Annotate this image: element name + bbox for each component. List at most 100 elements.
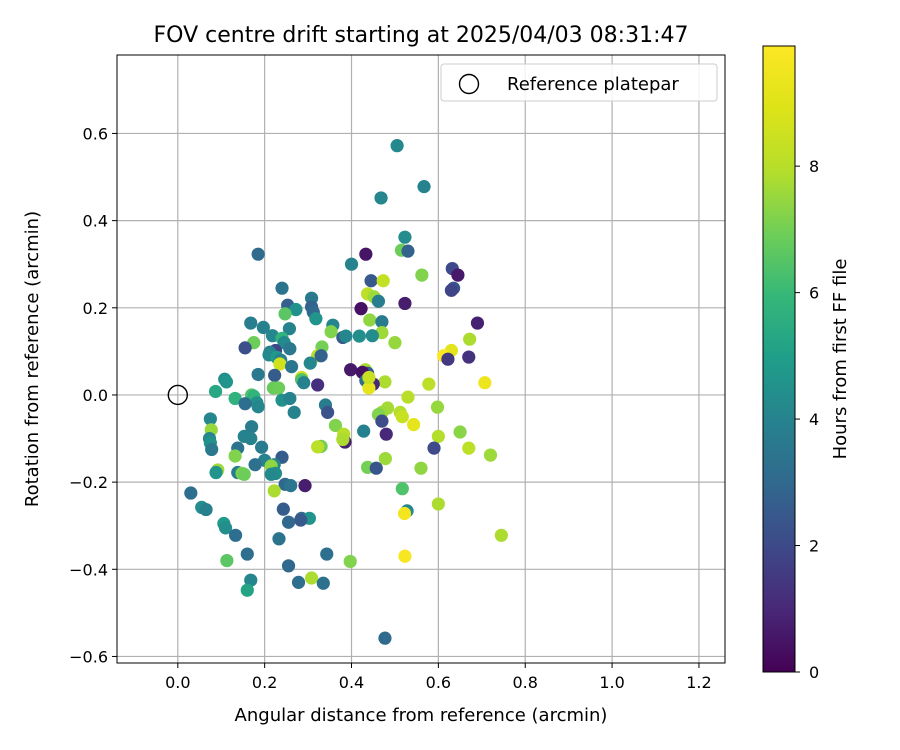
scatter-point — [379, 427, 393, 441]
scatter-point — [362, 381, 376, 395]
scatter-point — [208, 384, 223, 399]
y-tick-label: 0.4 — [83, 212, 108, 231]
scatter-point — [238, 341, 252, 355]
scatter-point — [297, 376, 311, 390]
colorbar — [762, 45, 796, 673]
scatter-point — [228, 528, 243, 542]
scatter-point — [453, 425, 467, 439]
scatter-point — [374, 191, 388, 205]
scatter-point — [245, 420, 259, 434]
x-tick-label: 0.6 — [426, 673, 451, 692]
colorbar-label: Hours from first FF file — [830, 259, 851, 460]
chart-title: FOV centre drift starting at 2025/04/03 … — [154, 23, 689, 48]
scatter-point — [316, 576, 330, 590]
scatter-point — [289, 302, 303, 317]
scatter-point — [431, 429, 445, 443]
scatter-point — [336, 432, 350, 447]
scatter-point — [324, 325, 338, 339]
x-tick-label: 0.2 — [252, 673, 277, 692]
reference-marker-layer — [167, 384, 189, 406]
scatter-point — [314, 349, 328, 363]
scatter-point — [378, 451, 392, 466]
colorbar-tick-label: 0 — [809, 663, 819, 682]
reference-platepar-marker — [167, 384, 189, 406]
scatter-point — [244, 573, 258, 587]
scatter-point — [451, 268, 465, 282]
scatter-point — [375, 315, 389, 329]
scatter-point — [272, 532, 286, 546]
y-tick-label: 0.2 — [83, 299, 108, 318]
scatter-point — [228, 449, 242, 463]
scatter-point — [328, 418, 343, 433]
scatter-point — [369, 461, 383, 475]
scatter-point — [256, 320, 270, 335]
scatter-point — [309, 312, 323, 326]
scatter-point — [430, 400, 445, 414]
colorbar-tick-label: 6 — [809, 284, 819, 303]
y-tick-label: 0.0 — [83, 386, 108, 405]
scatter-point — [357, 424, 371, 438]
scatter-point — [287, 405, 301, 419]
scatter-point — [362, 370, 376, 385]
scatter-point — [244, 431, 258, 446]
scatter-point — [371, 294, 386, 308]
scatter-point — [441, 352, 455, 366]
colorbar-tick-label: 4 — [809, 410, 819, 429]
scatter-point — [414, 461, 428, 475]
scatter-point — [470, 316, 485, 330]
scatter-point — [248, 458, 262, 472]
scatter-point — [395, 410, 409, 424]
scatter-point — [375, 414, 389, 428]
x-axis-label: Angular distance from reference (arcmin) — [235, 705, 608, 726]
scatter-point — [240, 583, 254, 597]
scatter-point — [388, 336, 402, 350]
scatter-point — [415, 268, 429, 282]
y-tick-label: −0.6 — [69, 647, 108, 666]
scatter-point — [398, 230, 412, 244]
x-axis-ticks: 0.0 0.2 0.4 0.6 0.8 1.0 1.2 — [165, 663, 712, 692]
scatter-point — [462, 441, 476, 455]
scatter-point — [339, 329, 353, 343]
scatter-point — [417, 180, 431, 194]
scatter-point — [352, 329, 366, 343]
scatter-point — [494, 528, 508, 542]
legend-box — [440, 63, 718, 102]
scatter-point — [255, 440, 269, 454]
scatter-point — [205, 442, 219, 457]
scatter-point — [398, 296, 412, 311]
x-tick-label: 0.0 — [165, 673, 190, 692]
scatter-point — [378, 631, 392, 645]
scatter-point — [395, 482, 409, 496]
scatter-point — [463, 332, 477, 346]
colorbar-tick-label: 8 — [809, 157, 819, 176]
scatter-point — [237, 467, 251, 481]
scatter-point — [397, 506, 412, 521]
scatter-point — [462, 350, 476, 364]
scatter-point — [240, 547, 254, 561]
scatter-point — [478, 376, 492, 390]
scatter-point — [271, 381, 286, 395]
scatter-point — [311, 378, 325, 392]
scatter-point — [284, 479, 298, 493]
scatter-point — [267, 484, 281, 498]
scatter-point — [184, 486, 198, 500]
scatter-point — [359, 247, 373, 261]
scatter-point — [304, 571, 319, 585]
scatter-point — [199, 502, 213, 517]
scatter-point — [282, 322, 297, 336]
scatter-point — [354, 302, 368, 316]
scatter-point — [273, 357, 287, 371]
scatter-point — [275, 281, 289, 295]
scatter-point — [278, 307, 292, 321]
y-tick-label: −0.4 — [69, 560, 108, 579]
x-tick-label: 0.4 — [339, 673, 364, 692]
scatter-point — [378, 375, 392, 389]
scatter-point — [407, 417, 421, 432]
scatter-point — [363, 313, 377, 327]
legend: Reference platepar — [440, 63, 718, 102]
scatter-point — [321, 405, 335, 419]
scatter-point — [398, 549, 412, 563]
scatter-point — [401, 390, 415, 404]
scatter-point — [283, 391, 297, 406]
